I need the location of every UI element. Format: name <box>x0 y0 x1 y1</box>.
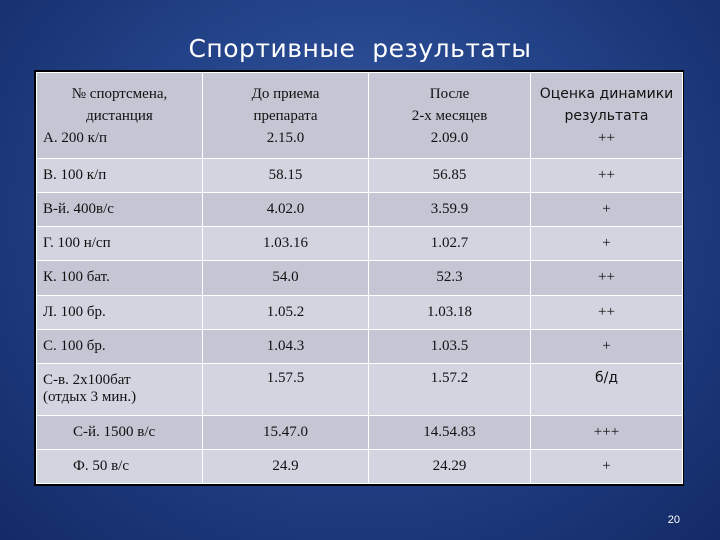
before-header-line2: препарата <box>253 107 318 124</box>
table-row: С. 100 бр. 1.04.3 1.03.5 + <box>36 328 683 364</box>
athlete-name: Л. 100 бр. <box>36 294 203 330</box>
rating-value: ++ <box>530 294 683 330</box>
after-value: 56.85 <box>368 157 531 194</box>
athlete-name: К. 100 бат. <box>36 260 203 296</box>
rating-value: ++ <box>530 260 683 296</box>
after-header-line1: После <box>429 85 470 102</box>
table-row: В-й. 400в/с 4.02.0 3.59.9 + <box>36 192 683 228</box>
table-row: С-й. 1500 в/с 15.47.0 14.54.83 +++ <box>36 414 683 450</box>
after-value: 52.3 <box>368 260 531 296</box>
athlete-name: В-й. 400в/с <box>36 192 203 228</box>
table-row: Л. 100 бр. 1.05.2 1.03.18 ++ <box>36 294 683 330</box>
rating-value: ++ <box>598 129 615 146</box>
page-number: 20 <box>667 514 680 526</box>
after-value: 1.03.5 <box>368 328 531 364</box>
athlete-header-cell: № спортсмена, дистанция А. 200 к/п <box>36 72 203 159</box>
before-value: 1.03.16 <box>202 226 369 262</box>
after-header-cell: После 2-х месяцев 2.09.0 <box>368 72 531 159</box>
athlete-name: В. 100 к/п <box>36 157 203 194</box>
after-value: 1.02.7 <box>368 226 531 262</box>
results-table-container: № спортсмена, дистанция А. 200 к/п До пр… <box>34 70 684 486</box>
results-table: № спортсмена, дистанция А. 200 к/п До пр… <box>36 72 683 485</box>
before-value: 54.0 <box>202 260 369 296</box>
table-row: № спортсмена, дистанция А. 200 к/п До пр… <box>36 72 683 159</box>
before-value: 15.47.0 <box>202 414 369 450</box>
before-value: 1.57.5 <box>202 362 369 416</box>
athlete-name: А. 200 к/п <box>43 129 108 146</box>
athlete-name: С-в. 2х100бат (отдых 3 мин.) <box>36 362 203 416</box>
before-value: 4.02.0 <box>202 192 369 228</box>
rating-value: + <box>530 192 683 228</box>
after-value: 24.29 <box>368 448 531 485</box>
rating-value: + <box>530 226 683 262</box>
athlete-name: Ф. 50 в/с <box>36 448 203 485</box>
rating-value: +++ <box>530 414 683 450</box>
before-value: 1.04.3 <box>202 328 369 364</box>
athlete-name: С-й. 1500 в/с <box>36 414 203 450</box>
athlete-header-line1: № спортсмена, <box>71 85 168 102</box>
slide-title: Спортивные результаты <box>188 34 532 63</box>
table-row: В. 100 к/п 58.15 56.85 ++ <box>36 157 683 194</box>
athlete-header-line2: дистанция <box>86 107 153 124</box>
before-value: 24.9 <box>202 448 369 485</box>
rating-value: б/д <box>530 362 683 416</box>
rating-value: + <box>530 448 683 485</box>
rating-header-cell: Оценка динамики результата ++ <box>530 72 683 159</box>
athlete-name: Г. 100 н/сп <box>36 226 203 262</box>
before-value: 2.15.0 <box>266 129 305 146</box>
table-row: Г. 100 н/сп 1.03.16 1.02.7 + <box>36 226 683 262</box>
table-row: С-в. 2х100бат (отдых 3 мин.) 1.57.5 1.57… <box>36 362 683 416</box>
before-value: 58.15 <box>202 157 369 194</box>
after-value: 1.03.18 <box>368 294 531 330</box>
after-value: 14.54.83 <box>368 414 531 450</box>
rating-value: + <box>530 328 683 364</box>
before-value: 1.05.2 <box>202 294 369 330</box>
before-header-line1: До приема <box>251 85 320 102</box>
after-value: 2.09.0 <box>430 129 469 146</box>
before-header-cell: До приема препарата 2.15.0 <box>202 72 369 159</box>
after-header-line2: 2-х месяцев <box>411 107 488 124</box>
rating-header-line2: результата <box>564 107 649 124</box>
table-row: К. 100 бат. 54.0 52.3 ++ <box>36 260 683 296</box>
after-value: 1.57.2 <box>368 362 531 416</box>
after-value: 3.59.9 <box>368 192 531 228</box>
athlete-name: С. 100 бр. <box>36 328 203 364</box>
athlete-name-line1: С-в. 2х100бат <box>43 372 131 389</box>
rating-header-line1: Оценка динамики <box>539 85 674 102</box>
table-row: Ф. 50 в/с 24.9 24.29 + <box>36 448 683 485</box>
athlete-name-line2: (отдых 3 мин.) <box>43 389 137 406</box>
rating-value: ++ <box>530 157 683 194</box>
